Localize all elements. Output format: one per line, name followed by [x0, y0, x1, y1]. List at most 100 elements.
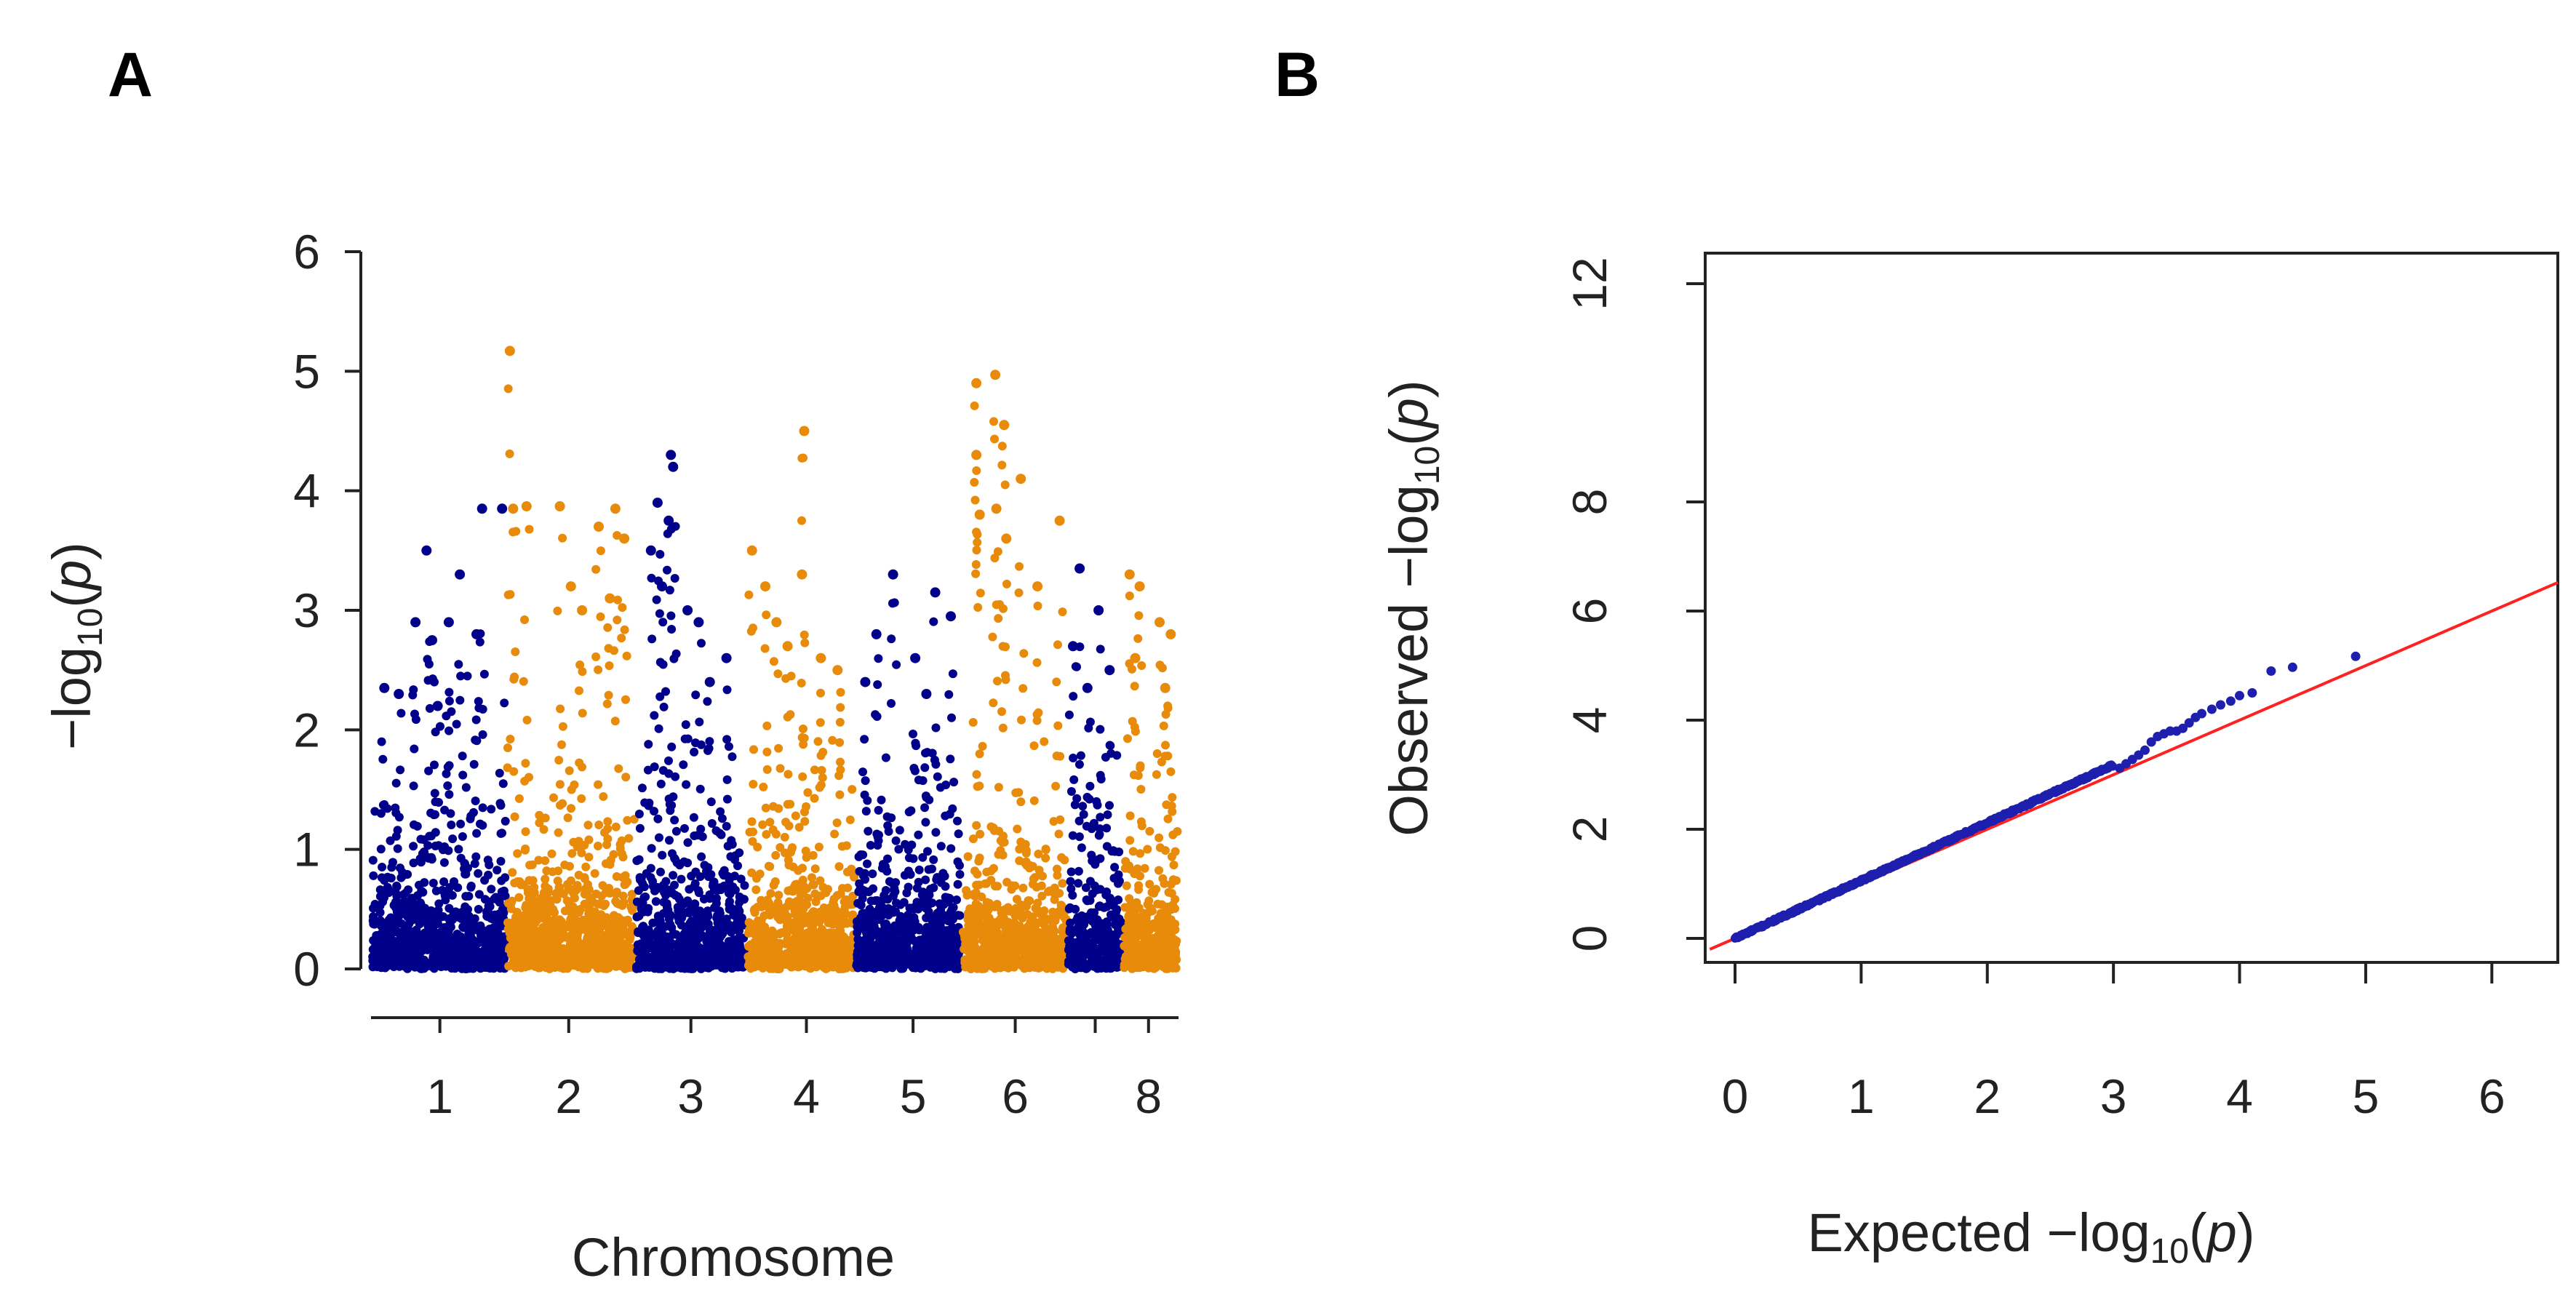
snp-point	[697, 852, 706, 861]
snp-point	[647, 844, 656, 853]
snp-point	[755, 952, 765, 961]
peak-point	[721, 653, 732, 663]
snp-point	[458, 832, 467, 841]
snp-point	[428, 879, 438, 887]
snp-point	[379, 888, 388, 897]
snp-point	[679, 959, 689, 969]
snp-point	[443, 781, 452, 791]
snp-point	[1066, 867, 1076, 877]
snp-point	[606, 855, 615, 865]
snp-point	[895, 916, 904, 925]
snp-point	[682, 780, 691, 789]
snp-point	[391, 778, 401, 788]
snp-point	[878, 860, 888, 869]
snp-point	[970, 401, 979, 410]
snp-point	[637, 783, 647, 793]
peak-point	[443, 617, 454, 628]
snp-point	[475, 637, 485, 647]
snp-point	[1093, 964, 1102, 973]
snp-point	[843, 883, 853, 893]
snp-point	[485, 902, 495, 911]
snp-point	[1060, 855, 1069, 865]
snp-point	[530, 882, 539, 892]
peak-point	[504, 346, 515, 356]
snp-point	[1105, 801, 1114, 810]
snp-point	[541, 951, 550, 960]
snp-point	[563, 813, 573, 823]
snp-point	[1073, 923, 1082, 933]
snp-point	[941, 882, 950, 891]
snp-point	[772, 943, 781, 953]
snp-point	[970, 891, 979, 901]
snp-point	[773, 669, 783, 679]
snp-point	[521, 759, 530, 768]
snp-point	[584, 835, 594, 845]
snp-point	[726, 852, 735, 861]
snp-point	[552, 941, 562, 951]
snp-point	[945, 954, 954, 963]
snp-point	[425, 703, 434, 713]
snp-point	[555, 780, 565, 789]
snp-point	[604, 644, 613, 653]
snp-point	[1053, 640, 1062, 650]
snp-point	[813, 737, 823, 746]
snp-point	[1032, 716, 1042, 725]
snp-point	[1079, 810, 1088, 819]
snp-point	[973, 869, 982, 879]
snp-point	[1072, 949, 1082, 959]
snp-point	[393, 844, 402, 853]
snp-point	[687, 871, 696, 881]
snp-point	[593, 964, 602, 973]
snp-point	[931, 723, 941, 733]
snp-point	[703, 746, 712, 755]
snp-point	[803, 788, 813, 797]
snp-point	[799, 733, 809, 743]
snp-point	[650, 711, 659, 720]
snp-point	[1101, 958, 1111, 967]
snp-point	[731, 951, 741, 960]
snp-point	[775, 764, 785, 773]
snp-point	[810, 794, 819, 803]
peak-point	[871, 628, 882, 639]
snp-point	[1088, 912, 1096, 922]
snp-point	[566, 920, 575, 930]
snp-point	[936, 842, 946, 851]
snp-point	[1051, 781, 1061, 791]
snp-point	[798, 772, 808, 781]
snp-point	[541, 813, 550, 823]
snp-point	[575, 661, 585, 669]
snp-point	[386, 874, 396, 883]
snp-point	[955, 911, 965, 920]
snp-point	[618, 603, 627, 612]
snp-point	[476, 935, 485, 945]
snp-point	[694, 888, 703, 898]
snp-point	[410, 955, 419, 965]
snp-point	[1037, 891, 1047, 901]
snp-point	[638, 879, 647, 888]
snp-point	[737, 913, 746, 922]
snp-point	[762, 721, 772, 730]
snp-point	[575, 758, 584, 767]
snp-point	[645, 798, 654, 807]
snp-point	[667, 625, 677, 634]
snp-point	[711, 955, 720, 964]
snp-point	[1077, 843, 1086, 853]
snp-point	[408, 897, 417, 906]
peak-point	[1074, 563, 1085, 574]
snp-point	[626, 952, 636, 962]
snp-point	[993, 677, 1002, 686]
snp-point	[647, 634, 657, 644]
snp-point	[520, 615, 529, 624]
chromosome-8-points	[1120, 569, 1182, 973]
peak-point	[663, 515, 674, 526]
snp-point	[971, 560, 981, 569]
snp-point	[994, 783, 1003, 792]
snp-point	[931, 828, 941, 837]
snp-point	[496, 959, 506, 968]
snp-point	[936, 783, 945, 792]
snp-point	[570, 912, 579, 922]
snp-point	[929, 617, 938, 626]
snp-point	[423, 853, 433, 863]
snp-point	[1032, 658, 1042, 667]
peak-point	[476, 503, 487, 514]
